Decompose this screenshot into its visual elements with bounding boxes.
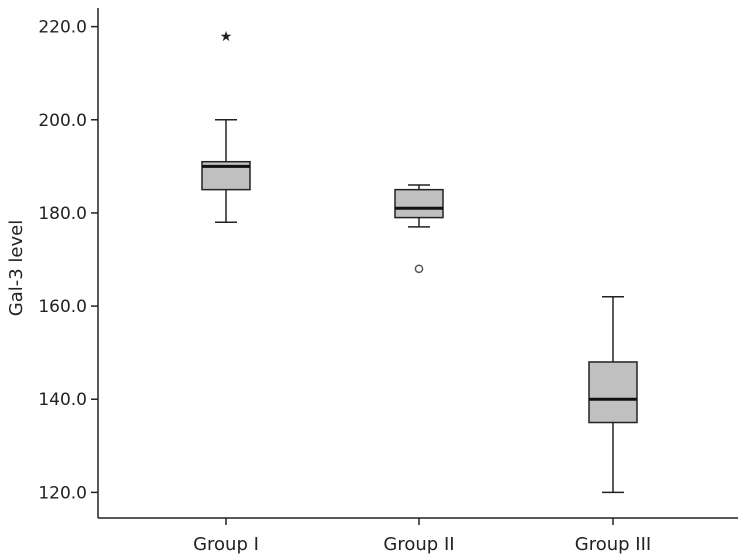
y-tick-label: 200.0 xyxy=(38,111,87,131)
extreme-outlier-star: ★ xyxy=(220,29,233,45)
outlier-circle xyxy=(414,264,424,274)
box-2 xyxy=(394,184,444,274)
x-tick-label: Group I xyxy=(193,534,259,555)
y-tick-label: 180.0 xyxy=(38,204,87,224)
x-tick-label: Group III xyxy=(575,534,651,555)
box-3 xyxy=(588,296,638,494)
y-tick-label: 160.0 xyxy=(38,297,87,317)
box-series: ★ xyxy=(201,29,638,494)
y-axis-title: Gal-3 level xyxy=(6,220,27,316)
x-axis: Group I Group II Group III xyxy=(98,517,738,555)
y-axis: 120.0 140.0 160.0 180.0 200.0 220.0 xyxy=(38,8,99,518)
y-tick-label: 120.0 xyxy=(38,483,87,503)
y-tick-label: 140.0 xyxy=(38,390,87,410)
iqr-box xyxy=(588,361,638,424)
box-1: ★ xyxy=(201,29,251,223)
x-tick-label: Group II xyxy=(383,534,454,555)
iqr-box xyxy=(394,188,444,219)
y-tick-label: 220.0 xyxy=(38,18,87,38)
